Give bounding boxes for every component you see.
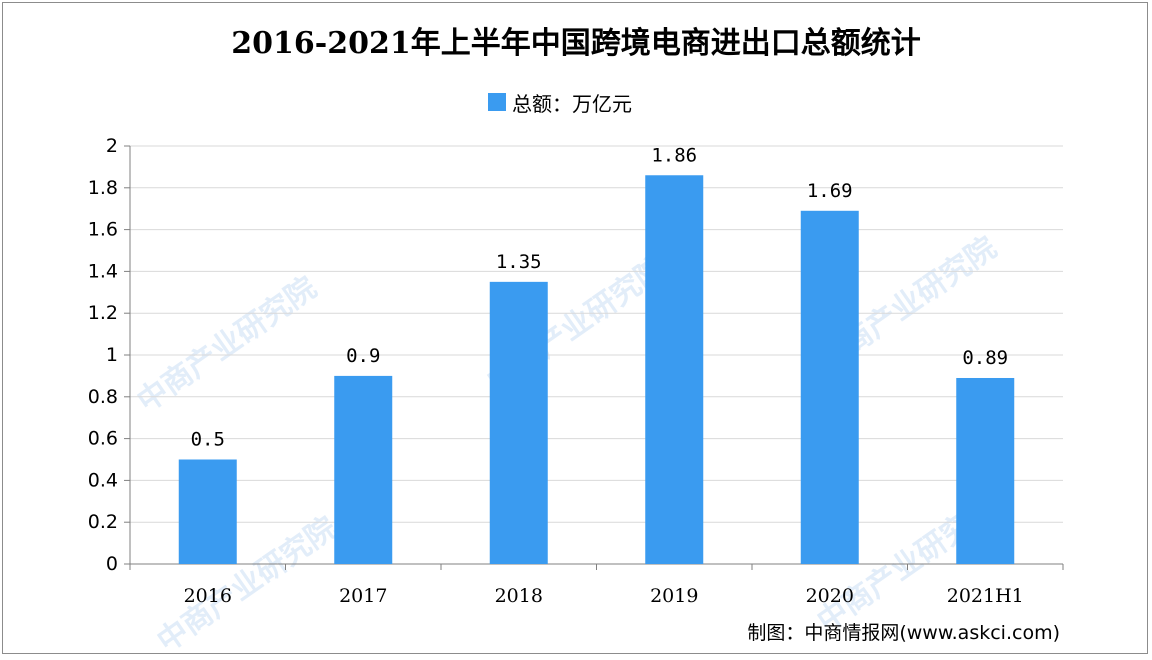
x-tick-label: 2016 xyxy=(184,585,232,607)
x-tick-label: 2019 xyxy=(650,585,698,607)
y-tick-label: 2 xyxy=(106,135,118,157)
data-label: 1.35 xyxy=(496,251,542,273)
chart-title: 2016-2021年上半年中国跨境电商进出口总额统计 xyxy=(231,26,921,61)
data-label: 0.89 xyxy=(962,347,1008,369)
x-tick-label: 2017 xyxy=(339,585,387,607)
y-tick-label: 0.8 xyxy=(88,386,118,408)
y-tick-label: 0 xyxy=(106,553,118,575)
y-tick-label: 1.8 xyxy=(88,177,118,199)
legend-label: 总额：万亿元 xyxy=(512,91,632,116)
y-tick-label: 0.4 xyxy=(88,469,118,491)
data-labels: 0.5 0.9 1.35 1.86 1.69 0.89 xyxy=(191,144,1009,450)
bar-2017 xyxy=(334,375,393,564)
data-label: 1.69 xyxy=(807,180,853,202)
source-credit: 制图：中商情报网(www.askci.com) xyxy=(747,622,1060,644)
bar-2021H1 xyxy=(956,377,1015,564)
gridlines xyxy=(130,145,1063,565)
y-tick-label: 0.2 xyxy=(88,511,118,533)
x-axis: 2016 2017 2018 2019 2020 2021H1 xyxy=(129,563,1064,607)
data-label: 0.9 xyxy=(346,345,380,367)
bar-2018 xyxy=(489,281,548,564)
y-axis: 0 0.2 0.4 0.6 0.8 1 1.2 1.4 1.6 1.8 2 xyxy=(88,135,131,575)
data-label: 1.86 xyxy=(651,144,697,166)
bar-2016 xyxy=(178,459,237,564)
y-tick-label: 1 xyxy=(106,344,118,366)
data-label: 0.5 xyxy=(191,429,225,451)
y-tick-label: 0.6 xyxy=(88,428,118,450)
x-tick-label: 2018 xyxy=(495,585,543,607)
x-tick-label: 2021H1 xyxy=(947,585,1024,607)
y-tick-label: 1.2 xyxy=(88,302,118,324)
y-tick-label: 1.6 xyxy=(88,219,118,241)
bar-2019 xyxy=(645,175,704,564)
legend-swatch xyxy=(488,93,506,111)
bars xyxy=(178,175,1015,565)
x-tick-label: 2020 xyxy=(806,585,854,607)
legend: 总额：万亿元 xyxy=(488,88,632,116)
bar-2020 xyxy=(800,210,859,565)
y-tick-label: 1.4 xyxy=(88,260,118,282)
